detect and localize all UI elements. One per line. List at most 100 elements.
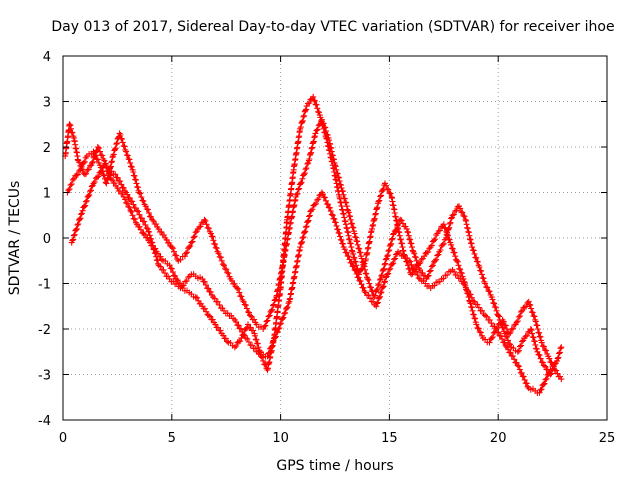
- data-point-interp: [381, 279, 388, 286]
- data-point-interp: [337, 233, 344, 240]
- data-point-interp: [472, 315, 479, 322]
- data-point-interp: [459, 209, 466, 216]
- data-point: [364, 275, 371, 282]
- data-point-interp: [386, 247, 393, 253]
- data-point-interp: [537, 355, 544, 362]
- data-point-interp: [148, 236, 155, 242]
- data-point-interp: [124, 152, 131, 159]
- data-point-interp: [264, 317, 271, 324]
- data-point-interp: [358, 281, 365, 288]
- data-point: [406, 257, 412, 264]
- data-point-interp: [74, 222, 81, 228]
- data-point-interp: [169, 269, 176, 276]
- data-point: [168, 244, 175, 251]
- data-point-interp: [303, 106, 310, 113]
- data-point-interp: [379, 272, 385, 278]
- data-point-interp: [407, 258, 414, 265]
- data-point-interp: [501, 339, 508, 346]
- data-point-interp: [454, 272, 461, 279]
- data-point-interp: [262, 322, 269, 329]
- data-point-interp: [137, 226, 144, 233]
- data-point: [136, 189, 143, 196]
- data-point-interp: [85, 166, 92, 173]
- data-point-interp: [382, 278, 388, 285]
- data-point-interp: [173, 252, 180, 259]
- data-point-interp: [242, 302, 249, 309]
- data-point: [240, 298, 247, 305]
- data-point-interp: [104, 175, 111, 182]
- data-point-interp: [91, 179, 98, 185]
- data-point-interp: [218, 257, 225, 264]
- data-point: [201, 216, 208, 223]
- data-point-interp: [517, 313, 523, 319]
- data-point-interp: [534, 322, 541, 329]
- data-point-interp: [205, 285, 212, 292]
- data-point-interp: [518, 342, 524, 349]
- data-point-interp: [388, 240, 395, 247]
- data-point-interp: [320, 120, 327, 127]
- data-point-interp: [177, 256, 184, 263]
- data-point-interp: [492, 304, 499, 311]
- data-point-interp: [136, 211, 143, 218]
- data-point-interp: [158, 228, 165, 235]
- data-point-interp: [77, 215, 84, 222]
- data-point-interp: [112, 145, 119, 152]
- data-point-interp: [319, 191, 326, 197]
- data-point: [123, 148, 130, 155]
- data-point-interp: [348, 244, 355, 251]
- data-point-interp: [330, 156, 337, 163]
- data-point-interp: [196, 224, 203, 231]
- data-point-interp: [269, 306, 276, 313]
- data-point: [501, 330, 508, 337]
- data-point: [443, 235, 449, 241]
- data-point-interp: [502, 342, 509, 349]
- data-point-interp: [273, 329, 280, 336]
- data-point-interp: [270, 302, 276, 309]
- data-point: [208, 230, 214, 237]
- data-point-interp: [337, 182, 344, 189]
- data-point-interp: [157, 263, 164, 270]
- data-point-interp: [409, 247, 416, 254]
- data-point-interp: [543, 347, 550, 354]
- data-point-interp: [374, 299, 381, 306]
- data-point-interp: [246, 309, 252, 316]
- data-point-interp: [529, 309, 536, 316]
- data-point-interp: [344, 206, 351, 213]
- data-point-interp: [428, 242, 435, 249]
- data-point-interp: [336, 178, 343, 185]
- data-point-interp: [335, 174, 342, 181]
- data-point-interp: [465, 229, 472, 236]
- data-point-interp: [259, 354, 266, 361]
- data-point-interp: [477, 329, 484, 336]
- data-point-interp: [321, 194, 328, 201]
- x-tick-label: 20: [490, 431, 507, 446]
- data-point-interp: [128, 208, 135, 215]
- data-point-interp: [222, 335, 229, 342]
- data-point-interp: [374, 300, 381, 307]
- data-point-interp: [302, 224, 309, 231]
- data-point-interp: [174, 277, 181, 284]
- data-point-interp: [410, 265, 417, 272]
- data-point: [421, 253, 428, 260]
- data-point: [377, 275, 384, 282]
- data-point-interp: [379, 284, 386, 291]
- data-point-interp: [435, 251, 442, 258]
- data-point-interp: [328, 211, 335, 218]
- data-point-interp: [454, 258, 461, 265]
- data-point: [495, 312, 502, 319]
- data-point-interp: [308, 145, 315, 152]
- data-point-interp: [423, 249, 430, 256]
- data-point-interp: [302, 228, 309, 235]
- data-point-interp: [95, 145, 102, 152]
- data-point-interp: [528, 327, 535, 334]
- data-point-interp: [557, 345, 564, 352]
- data-point-interp: [341, 246, 348, 253]
- data-point-interp: [306, 100, 313, 106]
- data-point-interp: [300, 113, 307, 120]
- data-point: [525, 298, 532, 305]
- data-point: [140, 230, 147, 237]
- data-point-interp: [371, 215, 378, 222]
- data-point-interp: [314, 126, 321, 133]
- data-point-interp: [394, 223, 400, 229]
- data-point-interp: [542, 376, 549, 383]
